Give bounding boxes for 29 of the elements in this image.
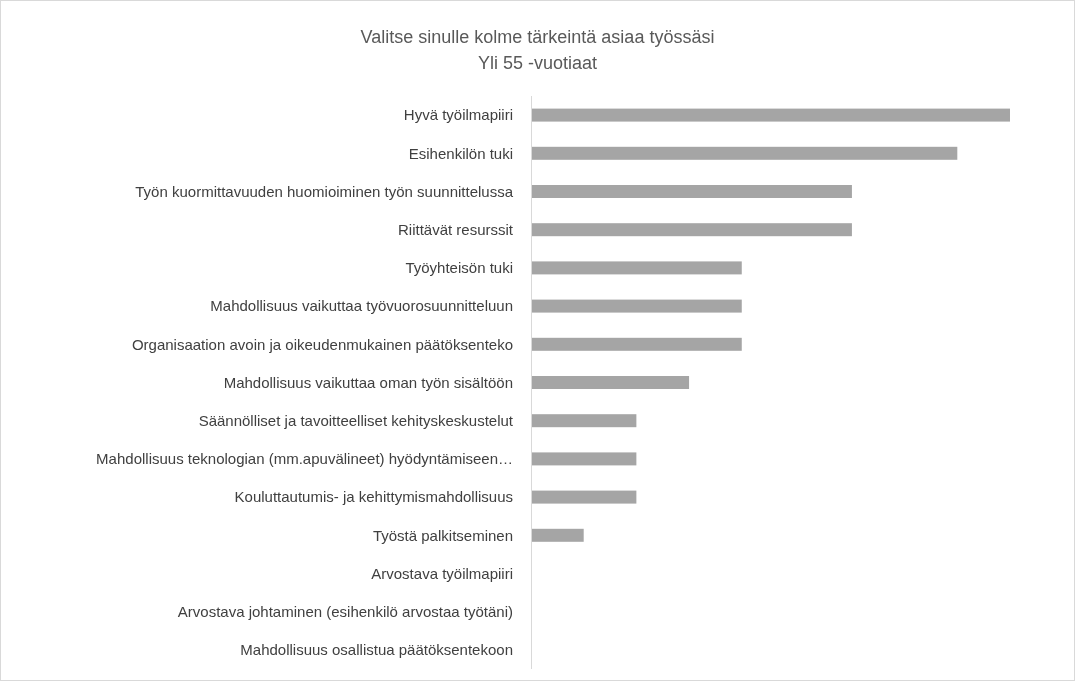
bar (531, 299, 742, 313)
bar (531, 185, 852, 198)
chart-subtitle: Yli 55 -vuotiaat (477, 53, 598, 73)
bar (531, 108, 1010, 122)
bar (531, 490, 637, 504)
y-tick-label: Kouluttautumis- ja kehittymismahdollisuus (234, 488, 513, 506)
y-tick-label: Mahdollisuus teknologian (mm.apuvälineet) hyödyntämiseen… (96, 450, 513, 468)
y-tick-label: Mahdollisuus osallistua päätöksentekoon (240, 641, 513, 659)
y-tick-label: Työn kuormittavuuden huomioiminen työn suunnittelussa (135, 182, 514, 200)
bar (531, 452, 637, 466)
y-tick-label: Arvostava johtaminen (esihenkilö arvostaa työtäni) (177, 602, 513, 620)
chart-title: Valitse sinulle kolme tärkeintä asiaa työssäsi (360, 27, 715, 47)
y-tick-label: Mahdollisuus vaikuttaa oman työn sisältöön (223, 373, 513, 391)
bar (531, 261, 742, 275)
bar (531, 376, 690, 389)
y-tick-label: Riittävät resurssit (397, 220, 514, 238)
y-tick-label: Organisaation avoin ja oikeudenmukainen päätöksenteko (131, 335, 513, 353)
y-tick-label: Mahdollisuus vaikuttaa työvuorosuunnitteluun (210, 297, 513, 315)
bar (531, 146, 958, 160)
bar (531, 528, 584, 542)
y-tick-label: Työyhteisön tuki (405, 259, 513, 277)
bar (531, 414, 637, 428)
y-tick-label: Esihenkilön tuki (408, 144, 513, 162)
y-tick-label: Säännölliset ja tavoitteelliset kehityskeskustelut (198, 411, 514, 429)
bar (531, 223, 852, 237)
bar (531, 337, 742, 351)
y-tick-label: Työstä palkitseminen (372, 526, 513, 544)
y-tick-label: Arvostava työilmapiiri (371, 564, 513, 582)
y-tick-label: Hyvä työilmapiiri (403, 106, 513, 124)
